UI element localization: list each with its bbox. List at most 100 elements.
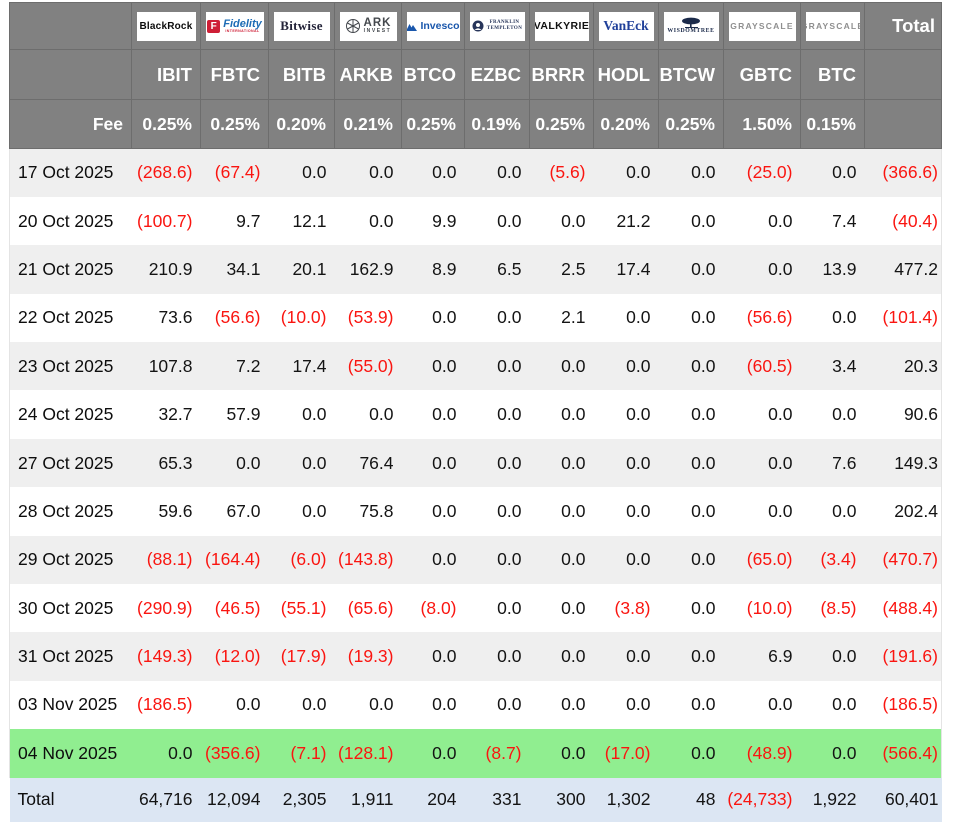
total-value-cell: 1,302 bbox=[606, 789, 651, 810]
ark-sub-label: INVEST bbox=[363, 28, 392, 35]
value-cell: 0.0 bbox=[691, 742, 716, 763]
value-cell: 0.0 bbox=[832, 500, 857, 521]
provider-logo-cell: Invesco bbox=[401, 2, 465, 50]
date-cell: 20 Oct 2025 bbox=[9, 196, 132, 246]
value-cell: 0.0 bbox=[561, 210, 586, 231]
provider-logo-cell: VanEck bbox=[593, 2, 659, 50]
total-value-cell: 2,305 bbox=[282, 789, 327, 810]
blackrock-logo: BlackRock bbox=[139, 20, 193, 32]
total-value-cell: 1,922 bbox=[812, 789, 857, 810]
bitwise-logo: Bitwise bbox=[280, 18, 323, 33]
fidelity-sub-label: INTERNATIONAL bbox=[225, 28, 260, 33]
value-cell: 0.0 bbox=[691, 452, 716, 473]
value-cell: 0.0 bbox=[302, 162, 327, 183]
table-row: 28 Oct 2025 59.6 67.0 0.0 75.8 0.0 0.0 0.0 0.0 0.… bbox=[9, 487, 942, 536]
ticker-cell: IBIT bbox=[131, 49, 201, 100]
date-cell: 21 Oct 2025 bbox=[9, 245, 132, 294]
grand-total-cell: 60,401 bbox=[884, 789, 939, 810]
value-cell: (3.4) bbox=[820, 549, 857, 570]
value-cell: (8.0) bbox=[420, 597, 457, 618]
value-cell: 107.8 bbox=[148, 355, 193, 376]
date-cell: 27 Oct 2025 bbox=[9, 438, 132, 488]
provider-logo-cell: Bitwise bbox=[268, 2, 335, 50]
value-cell: 0.0 bbox=[832, 694, 857, 715]
value-cell: (60.5) bbox=[746, 355, 793, 376]
value-cell: 0.0 bbox=[497, 549, 522, 570]
value-cell: 0.0 bbox=[626, 452, 651, 473]
value-cell: 0.0 bbox=[497, 646, 522, 667]
fee-row: Fee 0.25% 0.25% 0.20% 0.21% 0.25% 0.19% 0.25% 0.… bbox=[9, 99, 942, 149]
invesco-logo: Invesco bbox=[420, 20, 460, 32]
total-row-label: Total bbox=[17, 789, 55, 810]
ticker-row: IBIT FBTC BITB ARKB BTCO EZBC BRRR HODL BTCW GBTC… bbox=[9, 49, 942, 100]
date-cell: 24 Oct 2025 bbox=[9, 390, 132, 439]
value-cell: 0.0 bbox=[302, 500, 327, 521]
value-cell: (3.8) bbox=[614, 597, 651, 618]
franklin-logo-line1: FRANKLIN bbox=[489, 20, 520, 25]
table-footer: Total 64,716 12,094 2,305 1,911 204 331 300 1,30… bbox=[9, 777, 942, 822]
provider-logo-cell: F Fidelity INTERNATIONAL bbox=[200, 2, 269, 50]
valkyrie-logo: VALKYRIE bbox=[534, 20, 589, 32]
total-column-header: Total bbox=[864, 2, 942, 50]
value-cell: (100.7) bbox=[137, 210, 193, 231]
total-value-cell: (24,733) bbox=[727, 789, 793, 810]
value-cell: 0.0 bbox=[497, 452, 522, 473]
blackrock-logo-box: BlackRock bbox=[136, 11, 196, 41]
grayscale-logo-box: GRAYSCALE bbox=[805, 11, 860, 41]
value-cell: 0.0 bbox=[432, 646, 457, 667]
value-cell: 3.4 bbox=[832, 355, 857, 376]
value-cell: 67.0 bbox=[226, 500, 261, 521]
wisdomtree-logo: WISDOMTREE bbox=[667, 28, 715, 35]
value-cell: 0.0 bbox=[768, 452, 793, 473]
value-cell: 0.0 bbox=[768, 404, 793, 425]
value-cell: 162.9 bbox=[349, 258, 394, 279]
date-cell: 03 Nov 2025 bbox=[9, 680, 132, 730]
total-value-cell: 1,911 bbox=[351, 789, 394, 810]
value-cell: (55.1) bbox=[280, 597, 327, 618]
date-cell: 29 Oct 2025 bbox=[9, 535, 132, 585]
value-cell: 0.0 bbox=[369, 694, 394, 715]
table-row: 30 Oct 2025 (290.9) (46.5) (55.1) (65.6) (8.0… bbox=[9, 584, 942, 633]
value-cell: 0.0 bbox=[626, 646, 651, 667]
value-cell: 2.5 bbox=[561, 258, 586, 279]
value-cell: 20.1 bbox=[292, 258, 327, 279]
franklin-logo-line2: TEMPLETON bbox=[486, 26, 523, 31]
provider-logo-cell: BlackRock bbox=[131, 2, 201, 50]
fee-cell: 0.20% bbox=[593, 99, 659, 149]
value-cell: 7.4 bbox=[832, 210, 857, 231]
date-cell: 23 Oct 2025 bbox=[9, 342, 132, 391]
value-cell: 0.0 bbox=[302, 452, 327, 473]
fee-cell: 1.50% bbox=[723, 99, 801, 149]
ticker-cell: BRRR bbox=[529, 49, 594, 100]
value-cell: 73.6 bbox=[158, 307, 193, 328]
fee-cell: 0.20% bbox=[268, 99, 335, 149]
value-cell: (5.6) bbox=[549, 162, 586, 183]
table-row: 29 Oct 2025 (88.1) (164.4) (6.0) (143.8) 0.0 0… bbox=[9, 535, 942, 585]
value-cell: 7.2 bbox=[236, 355, 261, 376]
provider-logo-cell: FRANKLIN TEMPLETON bbox=[464, 2, 530, 50]
fidelity-logo-box: F Fidelity INTERNATIONAL bbox=[205, 11, 264, 41]
value-cell: 0.0 bbox=[626, 500, 651, 521]
value-cell: 0.0 bbox=[768, 258, 793, 279]
value-cell: (53.9) bbox=[347, 307, 394, 328]
value-cell: 0.0 bbox=[691, 162, 716, 183]
value-cell: 57.9 bbox=[226, 404, 261, 425]
fee-cell: 0.25% bbox=[529, 99, 594, 149]
ticker-cell: EZBC bbox=[464, 49, 530, 100]
table-row: 03 Nov 2025 (186.5) 0.0 0.0 0.0 0.0 0.0 0.0 0.0 0… bbox=[9, 680, 942, 730]
row-total-cell: (488.4) bbox=[864, 584, 942, 633]
table-row: 22 Oct 2025 73.6 (56.6) (10.0) (53.9) 0.0 0.0 2… bbox=[9, 293, 942, 343]
value-cell: 2.1 bbox=[561, 307, 586, 328]
value-cell: (356.6) bbox=[205, 742, 261, 763]
value-cell: 0.0 bbox=[832, 646, 857, 667]
value-cell: (56.6) bbox=[746, 307, 793, 328]
fidelity-f-icon: F bbox=[207, 19, 221, 33]
value-cell: (17.9) bbox=[280, 646, 327, 667]
ticker-cell: FBTC bbox=[200, 49, 269, 100]
value-cell: 0.0 bbox=[369, 162, 394, 183]
value-cell: 0.0 bbox=[236, 694, 261, 715]
value-cell: (46.5) bbox=[214, 597, 261, 618]
row-total-cell: 202.4 bbox=[864, 487, 942, 536]
value-cell: 0.0 bbox=[302, 694, 327, 715]
row-total-cell: (40.4) bbox=[864, 196, 942, 246]
